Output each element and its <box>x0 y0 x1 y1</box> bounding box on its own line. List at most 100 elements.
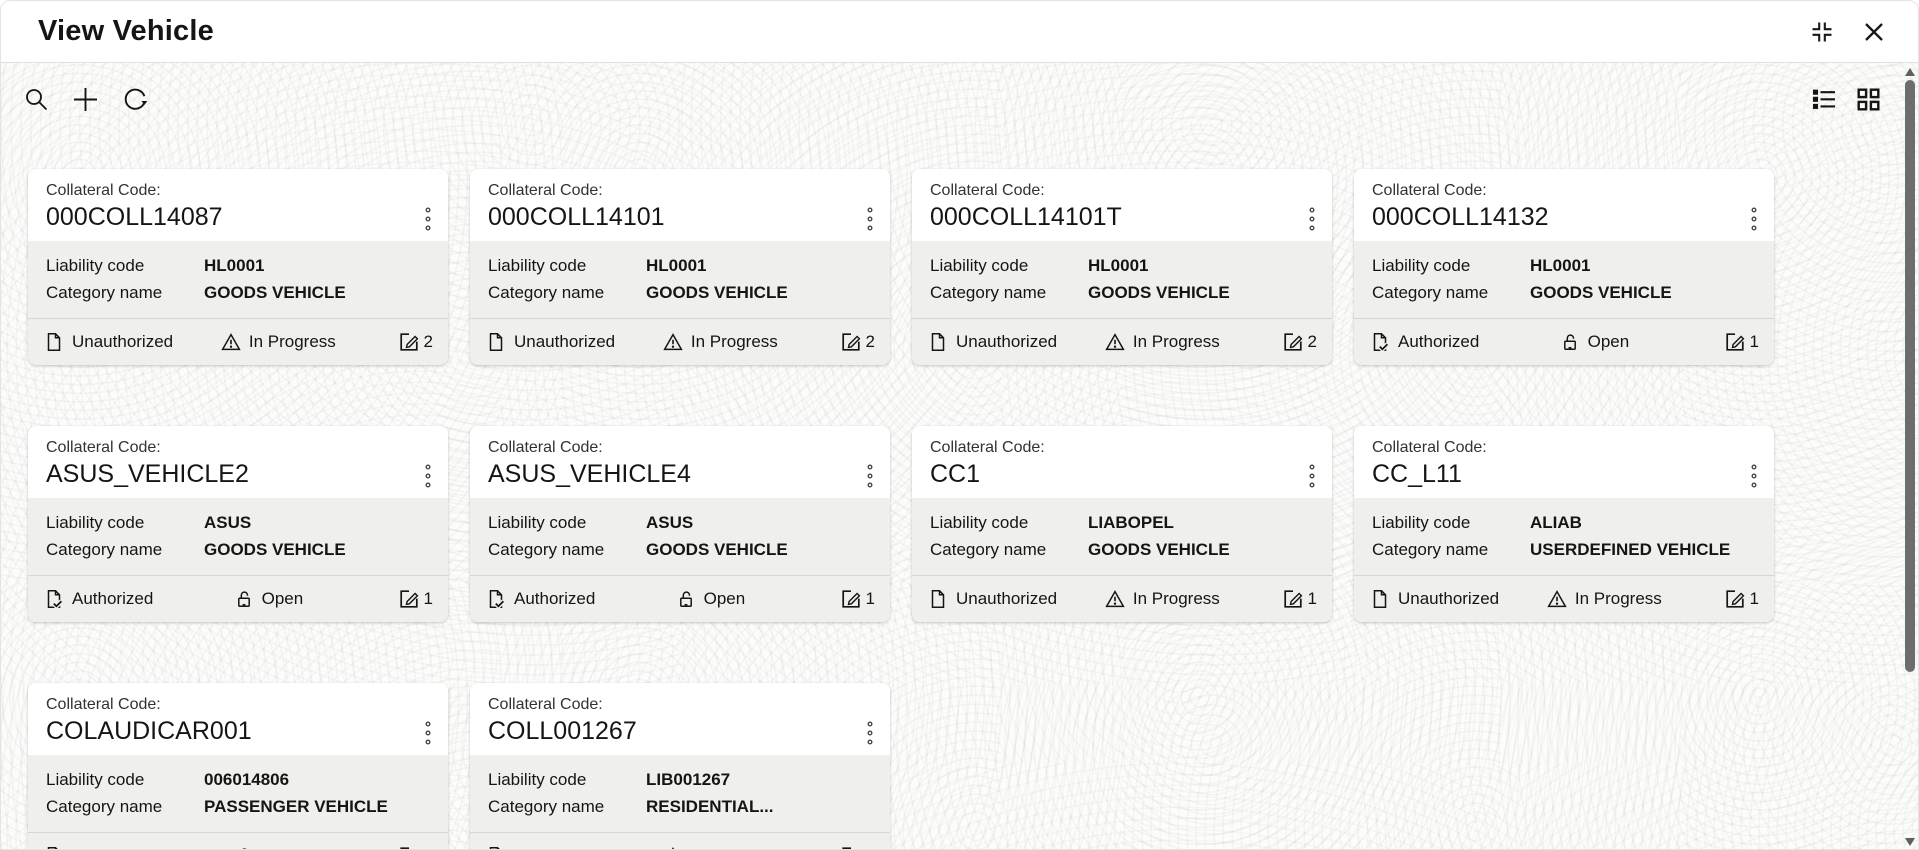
category-name-label: Category name <box>46 540 163 559</box>
edit-icon <box>1724 331 1746 353</box>
kebab-menu-icon[interactable] <box>1306 462 1318 490</box>
card-footer: Unauthorized In Prog <box>470 318 890 365</box>
collateral-card: Collateral Code: COLL001267 Liability co… <box>470 683 890 849</box>
card-footer: Unauthorized In Prog <box>470 832 890 849</box>
kebab-menu-icon[interactable] <box>422 462 434 490</box>
card-header: Collateral Code: COLAUDICAR001 <box>28 683 448 755</box>
card-footer: Unauthorized In Prog <box>912 575 1332 622</box>
scrollbar <box>1903 65 1917 849</box>
record-status-text: Open <box>703 589 746 608</box>
edit-count: 1 <box>866 846 875 849</box>
record-status-text: In Progress <box>1574 589 1662 608</box>
record-status: Open <box>234 846 303 849</box>
document-check-icon <box>44 589 64 609</box>
edit-icon <box>1282 331 1304 353</box>
edit-count: 2 <box>865 332 875 351</box>
authorization-status: Authorized <box>44 846 153 849</box>
kebab-menu-icon[interactable] <box>422 719 434 747</box>
collateral-code-value: 000COLL14132 <box>1372 203 1549 231</box>
record-status: Open <box>1560 332 1630 352</box>
auth-status-text: Authorized <box>72 846 153 849</box>
scroll-up-arrow[interactable] <box>1905 68 1915 76</box>
collateral-code-value: CC_L11 <box>1372 460 1462 488</box>
document-icon <box>928 589 948 609</box>
lock-open-icon <box>234 589 254 609</box>
warning-icon <box>1547 589 1567 609</box>
record-status-text: Open <box>1587 332 1630 351</box>
authorization-status: Authorized <box>44 589 153 609</box>
category-name-label: Category name <box>488 283 605 302</box>
edit-count: 1 <box>865 589 875 608</box>
add-icon[interactable] <box>70 84 101 115</box>
collateral-code-label: Collateral Code: <box>488 439 603 456</box>
search-icon[interactable] <box>23 86 50 113</box>
kebab-menu-icon[interactable] <box>864 205 876 233</box>
list-view-icon[interactable] <box>1811 86 1838 113</box>
liability-code-value: HL0001 <box>1530 256 1591 275</box>
edit-icon <box>840 588 862 610</box>
scroll-down-arrow[interactable] <box>1905 838 1915 846</box>
document-check-icon <box>1370 332 1390 352</box>
edit-icon <box>398 331 420 353</box>
record-status-text: In Progress <box>690 332 778 351</box>
close-icon[interactable] <box>1860 18 1888 46</box>
edit-icon <box>840 845 862 849</box>
collateral-card: Collateral Code: ASUS_VEHICLE4 Liability… <box>470 426 890 622</box>
authorization-status: Unauthorized <box>44 332 173 352</box>
collateral-card: Collateral Code: 000COLL14132 Liability … <box>1354 169 1774 365</box>
category-name-label: Category name <box>1372 283 1489 302</box>
edit-icon <box>1282 588 1304 610</box>
liability-code-label: Liability code <box>488 513 587 532</box>
auth-status-text: Unauthorized <box>1398 589 1500 608</box>
kebab-menu-icon[interactable] <box>864 719 876 747</box>
toolbar-left <box>23 84 150 115</box>
collateral-code-label: Collateral Code: <box>1372 439 1487 456</box>
edit-count: 1 <box>424 846 433 849</box>
category-name-value: GOODS VEHICLE <box>1530 283 1672 302</box>
edit-count-group: 2 <box>398 331 433 353</box>
authorization-status: Unauthorized <box>1370 589 1499 609</box>
card-body: Liability code LIABOPEL Category name GO… <box>912 498 1332 575</box>
document-icon <box>486 332 506 352</box>
category-name-label: Category name <box>488 797 605 816</box>
edit-count-group: 1 <box>398 845 433 849</box>
card-body: Liability code HL0001 Category name GOOD… <box>28 241 448 318</box>
collateral-code-label: Collateral Code: <box>930 439 1045 456</box>
card-header: Collateral Code: 000COLL14101T <box>912 169 1332 241</box>
auth-status-text: Authorized <box>72 589 154 608</box>
kebab-menu-icon[interactable] <box>422 205 434 233</box>
toolbar <box>1 63 1918 136</box>
authorization-status: Unauthorized <box>486 332 615 352</box>
auth-status-text: Unauthorized <box>514 332 616 351</box>
record-status-text: In Progress <box>1132 589 1220 608</box>
kebab-menu-icon[interactable] <box>1748 462 1760 490</box>
category-name-value: GOODS VEHICLE <box>646 540 788 559</box>
liability-code-value: 006014806 <box>204 770 290 789</box>
grid-view-icon[interactable] <box>1855 86 1882 113</box>
card-body: Liability code ALIAB Category name USERD… <box>1354 498 1774 575</box>
document-check-icon <box>44 846 64 849</box>
edit-count: 2 <box>1307 332 1317 351</box>
record-status-text: In Progress <box>248 332 336 351</box>
edit-icon <box>398 845 420 849</box>
collateral-code-value: 000COLL14087 <box>46 203 223 231</box>
collateral-code-label: Collateral Code: <box>930 182 1045 199</box>
liability-code-label: Liability code <box>488 256 587 275</box>
card-header: Collateral Code: 000COLL14132 <box>1354 169 1774 241</box>
card-body: Liability code ASUS Category name GOODS … <box>28 498 448 575</box>
collapse-icon[interactable] <box>1808 18 1836 46</box>
card-header: Collateral Code: CC1 <box>912 426 1332 498</box>
kebab-menu-icon[interactable] <box>864 462 876 490</box>
category-name-value: GOODS VEHICLE <box>204 283 346 302</box>
scrollbar-thumb[interactable] <box>1905 80 1915 672</box>
category-name-label: Category name <box>930 283 1047 302</box>
edit-count: 1 <box>423 589 433 608</box>
kebab-menu-icon[interactable] <box>1748 205 1760 233</box>
liability-code-value: HL0001 <box>204 256 265 275</box>
kebab-menu-icon[interactable] <box>1306 205 1318 233</box>
record-status: Open <box>234 589 303 609</box>
category-name-value: GOODS VEHICLE <box>1088 283 1230 302</box>
refresh-icon[interactable] <box>121 85 150 114</box>
category-name-label: Category name <box>1372 540 1489 559</box>
